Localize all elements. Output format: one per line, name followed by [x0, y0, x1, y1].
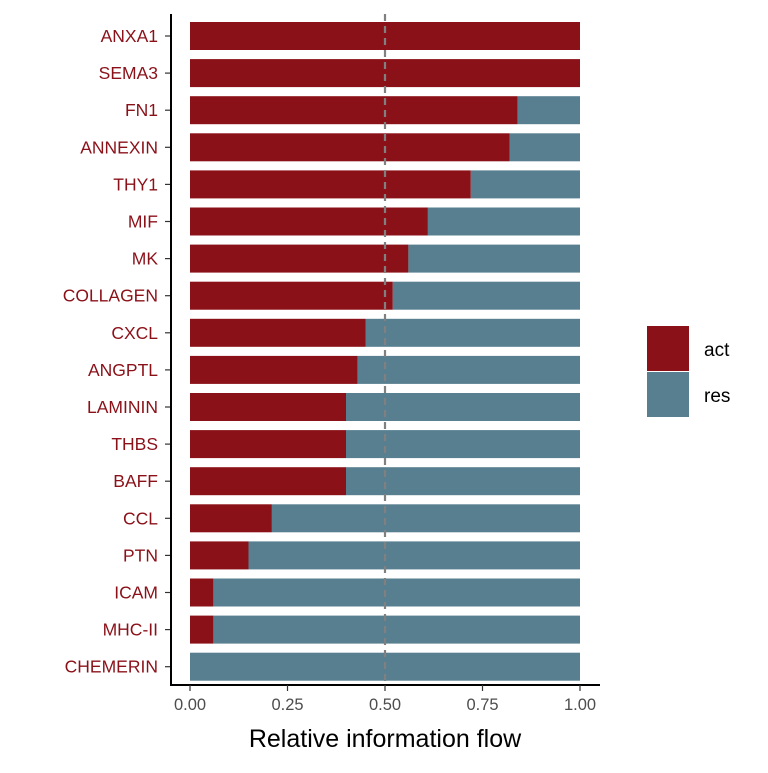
x-tick-label: 0.75 — [466, 696, 498, 714]
bar-act-mhc-ii — [190, 615, 214, 644]
bar-act-thbs — [190, 430, 346, 459]
x-axis-label: Relative information flow — [249, 725, 522, 753]
bar-act-mif — [190, 207, 428, 236]
bar-act-angptl — [190, 355, 358, 384]
bar-act-collagen — [190, 281, 393, 310]
bar-act-laminin — [190, 393, 346, 421]
y-tick-label: MIF — [128, 212, 158, 232]
legend: act res — [647, 326, 730, 417]
bar-res-cxcl — [365, 318, 580, 347]
bar-act-ptn — [190, 541, 249, 570]
legend-label-res: res — [704, 386, 730, 407]
bar-res-laminin — [346, 393, 580, 421]
x-tick-label: 0.00 — [174, 696, 206, 714]
y-tick-label: BAFF — [113, 471, 158, 491]
y-tick-label: COLLAGEN — [63, 286, 158, 306]
x-tick-label: 1.00 — [564, 696, 596, 714]
bar-act-ccl — [190, 504, 272, 533]
y-tick-label: CXCL — [111, 323, 158, 343]
y-tick-label: CCL — [123, 508, 158, 528]
bar-res-icam — [213, 578, 580, 607]
bar-res-angptl — [357, 355, 580, 384]
y-tick-label: MHC-II — [103, 620, 158, 640]
legend-label-act: act — [704, 340, 730, 361]
bar-act-thy1 — [190, 170, 471, 199]
y-tick-label: ICAM — [114, 583, 158, 603]
y-tick-label: PTN — [123, 545, 158, 565]
bar-act-annexin — [190, 133, 510, 162]
y-tick-label: SEMA3 — [99, 63, 158, 83]
bar-res-annexin — [509, 133, 580, 162]
bar-act-fn1 — [190, 96, 518, 125]
legend-key-res — [647, 372, 689, 417]
y-tick-label: ANGPTL — [88, 360, 158, 380]
y-tick-label: THY1 — [113, 174, 158, 194]
bar-res-thy1 — [470, 170, 580, 199]
y-tick-label: LAMININ — [87, 397, 158, 417]
bar-res-thbs — [346, 430, 580, 459]
bar-res-baff — [346, 467, 580, 496]
y-tick-label: ANXA1 — [101, 26, 158, 46]
bar-act-cxcl — [190, 318, 366, 347]
bar-res-ccl — [271, 504, 580, 533]
x-tick-label: 0.50 — [369, 696, 401, 714]
bar-act-baff — [190, 467, 346, 496]
bar-res-collagen — [392, 281, 580, 310]
bar-act-icam — [190, 578, 214, 607]
axis-layer: ANXA1 SEMA3 FN1 ANNEXIN THY1 MIF MK COLLAGEN CXC… — [63, 14, 600, 714]
legend-key-act — [647, 326, 689, 371]
y-tick-label: ANNEXIN — [80, 137, 158, 157]
bar-res-fn1 — [517, 96, 580, 125]
y-tick-label: FN1 — [125, 100, 158, 120]
bar-res-mk — [408, 244, 580, 273]
y-tick-label: CHEMERIN — [65, 657, 158, 677]
x-tick-label: 0.25 — [271, 696, 303, 714]
bar-res-mif — [427, 207, 580, 236]
y-tick-label: THBS — [111, 434, 158, 454]
bar-res-ptn — [248, 541, 580, 570]
bar-act-mk — [190, 244, 409, 273]
bar-res-mhc-ii — [213, 615, 580, 644]
y-tick-label: MK — [132, 249, 159, 269]
